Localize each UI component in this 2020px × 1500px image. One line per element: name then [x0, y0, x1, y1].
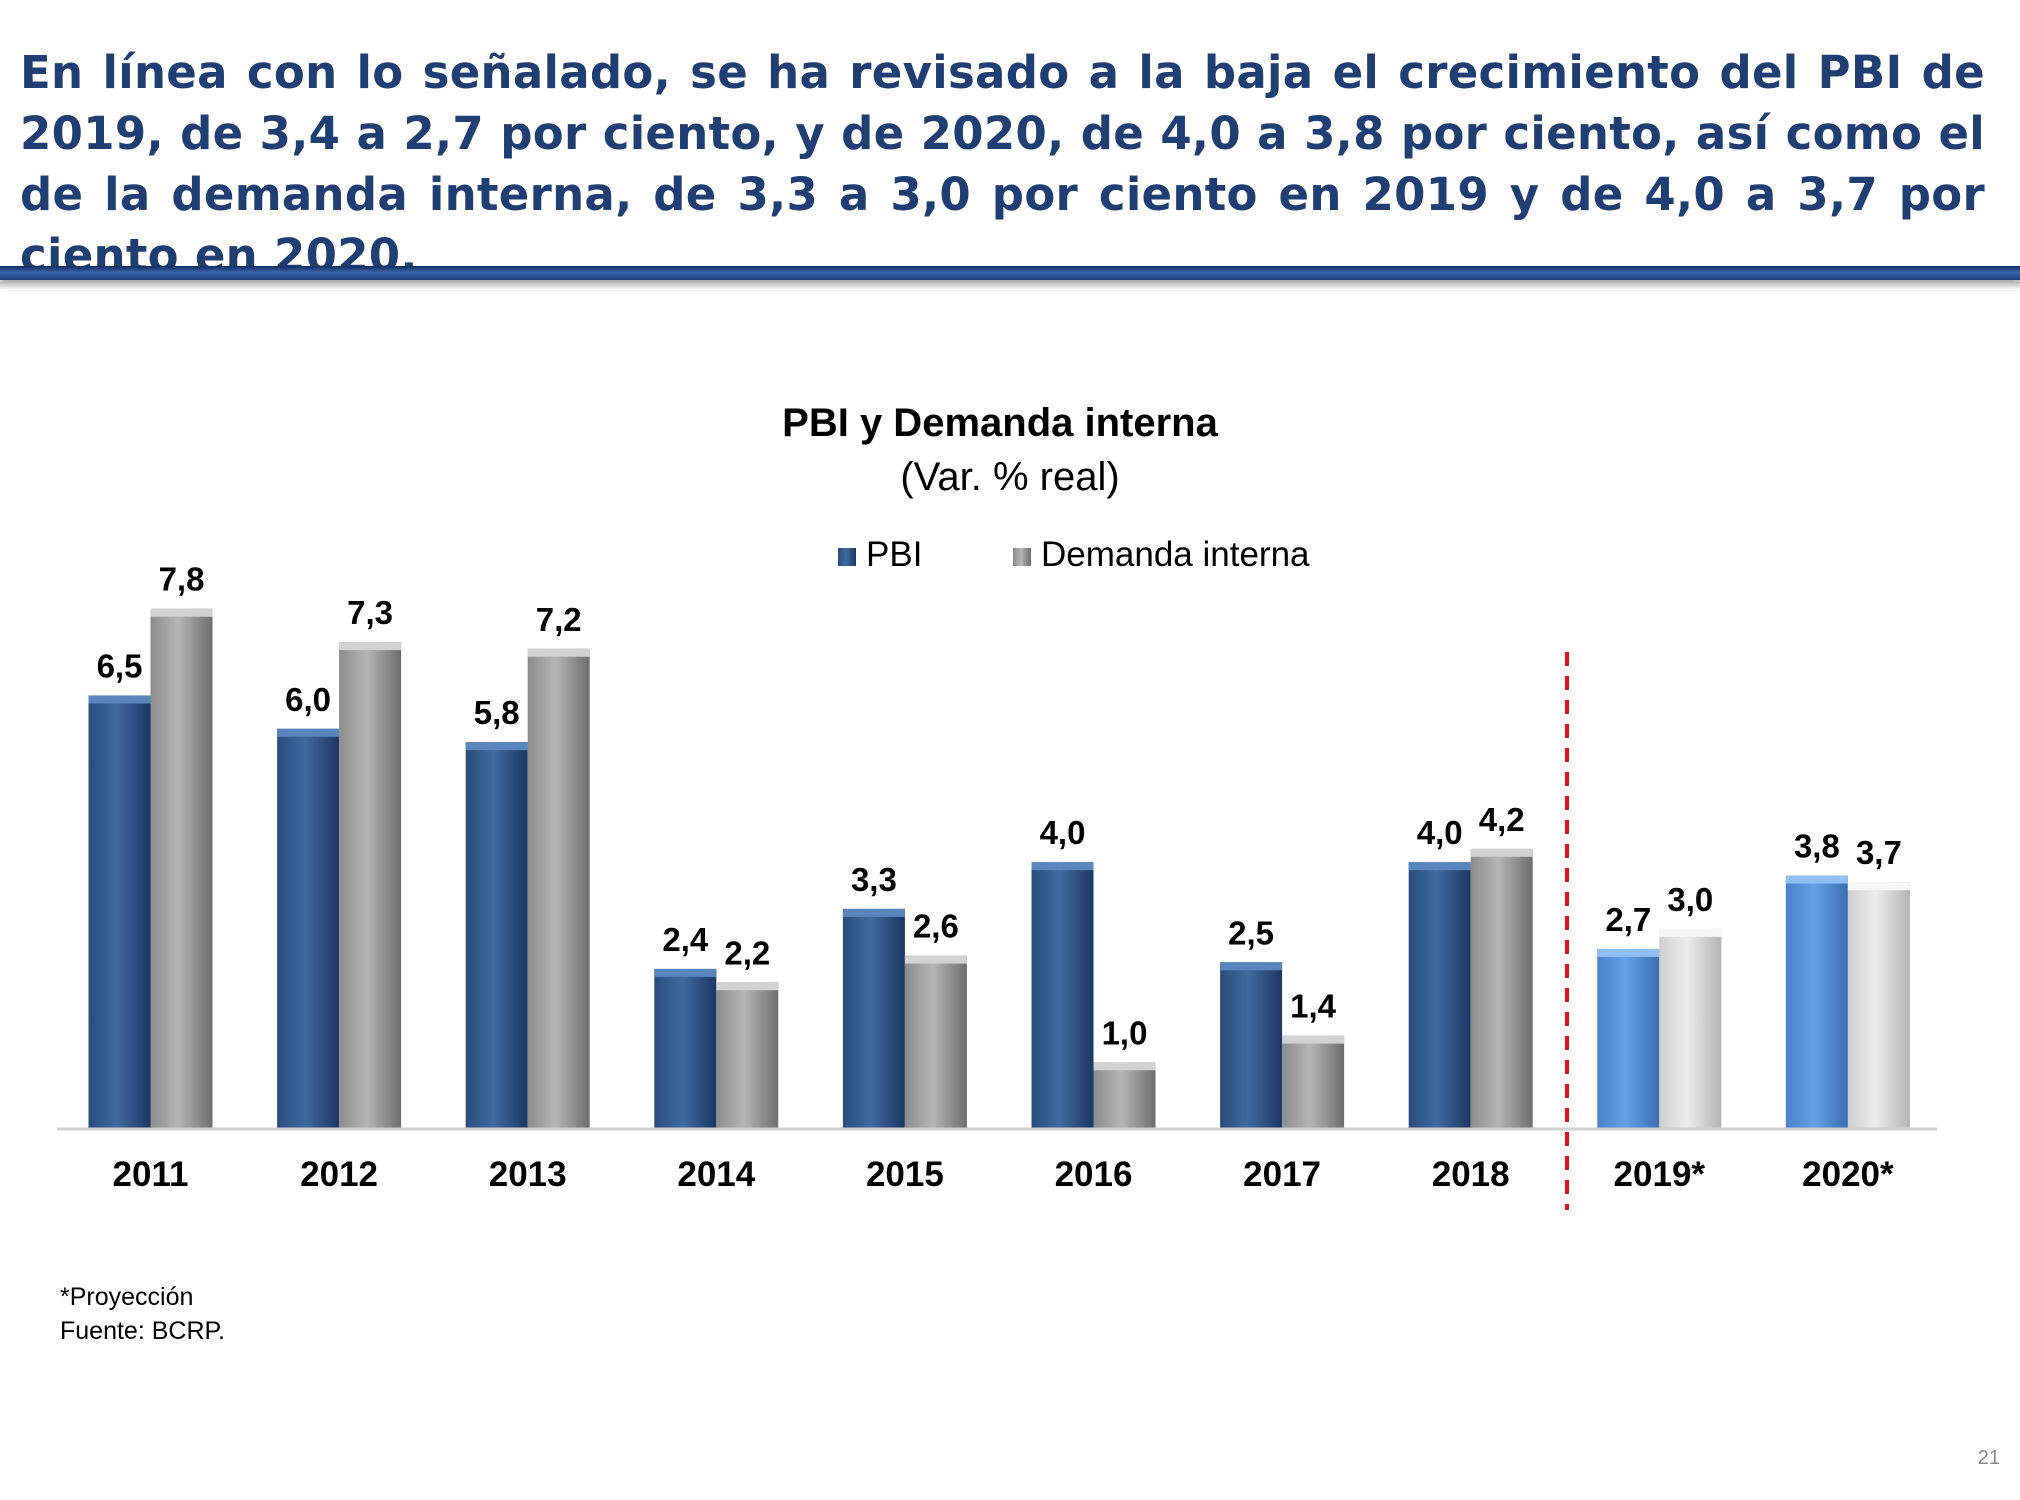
footnote-source: Fuente: BCRP.: [60, 1317, 225, 1345]
x-tick-label-2014: 2014: [677, 1155, 755, 1194]
x-tick-label-2016: 2016: [1055, 1155, 1133, 1194]
bar-demanda-interna-2012: [339, 642, 402, 1129]
x-axis-tick-labels: 2011 2012 2013 2014 2015 2016 2017 2018 2019* 202…: [113, 1155, 1894, 1194]
bar-cap-demanda-interna-2016: [1093, 1062, 1156, 1071]
value-label-pbi-2018: 4,0: [1417, 814, 1463, 851]
bar-demanda-interna-2017: [1282, 1035, 1345, 1129]
bar-cap-pbi-2020: [1785, 875, 1848, 884]
value-label-pbi-2013: 5,8: [474, 694, 520, 731]
x-tick-label-2013: 2013: [489, 1155, 567, 1194]
value-label-demanda-interna-2018: 4,2: [1479, 801, 1525, 838]
bar-pbi-2015: [842, 908, 905, 1129]
bar-pbi-2011: [88, 695, 151, 1129]
bar-cap-pbi-2012: [277, 728, 340, 737]
value-label-demanda-interna-2020: 3,7: [1856, 834, 1902, 871]
x-tick-label-2018: 2018: [1432, 1155, 1510, 1194]
bar-demanda-interna-2018: [1470, 848, 1533, 1129]
value-label-demanda-interna-2019: 3,0: [1667, 881, 1713, 918]
bar-cap-pbi-2017: [1220, 962, 1283, 971]
bar-cap-pbi-2018: [1408, 862, 1471, 871]
bar-demanda-interna-2014: [716, 982, 779, 1129]
chart-title: PBI y Demanda interna: [782, 401, 1218, 445]
bar-chart: PBI y Demanda interna (Var. % real) PBI …: [57, 401, 1937, 1210]
footnote-projection: *Proyección: [60, 1283, 194, 1311]
bar-cap-demanda-interna-2020: [1847, 882, 1910, 891]
bar-cap-pbi-2016: [1031, 862, 1094, 871]
headline: En línea con lo señalado, se ha revisado…: [20, 46, 1985, 282]
bar-cap-demanda-interna-2014: [716, 982, 779, 991]
legend-swatch-pbi: [838, 548, 856, 566]
bar-cap-demanda-interna-2012: [339, 642, 402, 651]
bar-demanda-interna-2016: [1093, 1062, 1156, 1129]
legend-label-pbi: PBI: [866, 535, 922, 574]
bar-pbi-2014: [654, 968, 717, 1129]
bar-demanda-interna-2013: [527, 648, 590, 1129]
bar-cap-demanda-interna-2013: [527, 648, 590, 657]
x-tick-label-2020: 2020*: [1802, 1155, 1894, 1194]
bar-cap-demanda-interna-2017: [1282, 1035, 1345, 1044]
bar-cap-demanda-interna-2011: [150, 608, 213, 617]
bar-cap-pbi-2011: [88, 695, 151, 704]
x-tick-label-2015: 2015: [866, 1155, 944, 1194]
bar-pbi-2016: [1031, 862, 1094, 1129]
bar-cap-pbi-2013: [465, 742, 528, 751]
bar-pbi-2013: [465, 742, 528, 1129]
bar-pbi-2012: [277, 728, 340, 1129]
bars-layer: [88, 608, 1910, 1129]
value-label-pbi-2016: 4,0: [1040, 814, 1086, 851]
bar-demanda-interna-2011: [150, 608, 213, 1129]
legend-label-demanda: Demanda interna: [1041, 535, 1310, 574]
value-label-demanda-interna-2012: 7,3: [347, 594, 393, 631]
x-tick-label-2017: 2017: [1243, 1155, 1321, 1194]
bar-demanda-interna-2020: [1847, 882, 1910, 1129]
x-tick-label-2012: 2012: [300, 1155, 378, 1194]
value-label-demanda-interna-2013: 7,2: [536, 601, 582, 638]
bar-cap-demanda-interna-2018: [1470, 848, 1533, 857]
value-label-demanda-interna-2016: 1,0: [1102, 1014, 1148, 1051]
x-tick-label-2011: 2011: [113, 1155, 189, 1194]
chart-legend: PBI Demanda interna: [838, 535, 1310, 574]
value-labels-layer: 6,5 7,8 6,0 7,3 5,8 7,2 2,4 2,2 3,3 2,6 4,0 1,0 2,5 1…: [97, 561, 1902, 1052]
bar-cap-pbi-2019: [1597, 948, 1660, 957]
value-label-demanda-interna-2014: 2,2: [724, 934, 770, 971]
bar-cap-demanda-interna-2019: [1659, 928, 1722, 937]
value-label-pbi-2014: 2,4: [662, 921, 709, 958]
value-label-pbi-2012: 6,0: [285, 681, 331, 718]
header-rule: [0, 266, 2020, 280]
bar-pbi-2019: [1597, 948, 1660, 1129]
value-label-pbi-2017: 2,5: [1228, 914, 1274, 951]
chart-subtitle: (Var. % real): [900, 455, 1119, 499]
bar-pbi-2020: [1785, 875, 1848, 1129]
x-tick-label-2019: 2019*: [1614, 1155, 1706, 1194]
bar-demanda-interna-2019: [1659, 928, 1722, 1129]
bar-pbi-2017: [1220, 962, 1283, 1129]
bar-cap-pbi-2015: [842, 908, 905, 917]
footnotes: *Proyección Fuente: BCRP.: [60, 1280, 225, 1348]
header-rule-shadow: [0, 282, 2020, 290]
value-label-demanda-interna-2017: 1,4: [1290, 988, 1337, 1025]
bar-demanda-interna-2015: [904, 955, 967, 1129]
value-label-demanda-interna-2015: 2,6: [913, 908, 959, 945]
page-number: 21: [1977, 1447, 2000, 1469]
value-label-pbi-2011: 6,5: [97, 647, 143, 684]
legend-swatch-demanda: [1013, 548, 1031, 566]
value-label-pbi-2015: 3,3: [851, 861, 897, 898]
bar-pbi-2018: [1408, 862, 1471, 1129]
value-label-pbi-2020: 3,8: [1794, 828, 1840, 865]
value-label-pbi-2019: 2,7: [1605, 901, 1651, 938]
bar-cap-pbi-2014: [654, 968, 717, 977]
value-label-demanda-interna-2011: 7,8: [159, 561, 205, 598]
bar-cap-demanda-interna-2015: [904, 955, 967, 964]
